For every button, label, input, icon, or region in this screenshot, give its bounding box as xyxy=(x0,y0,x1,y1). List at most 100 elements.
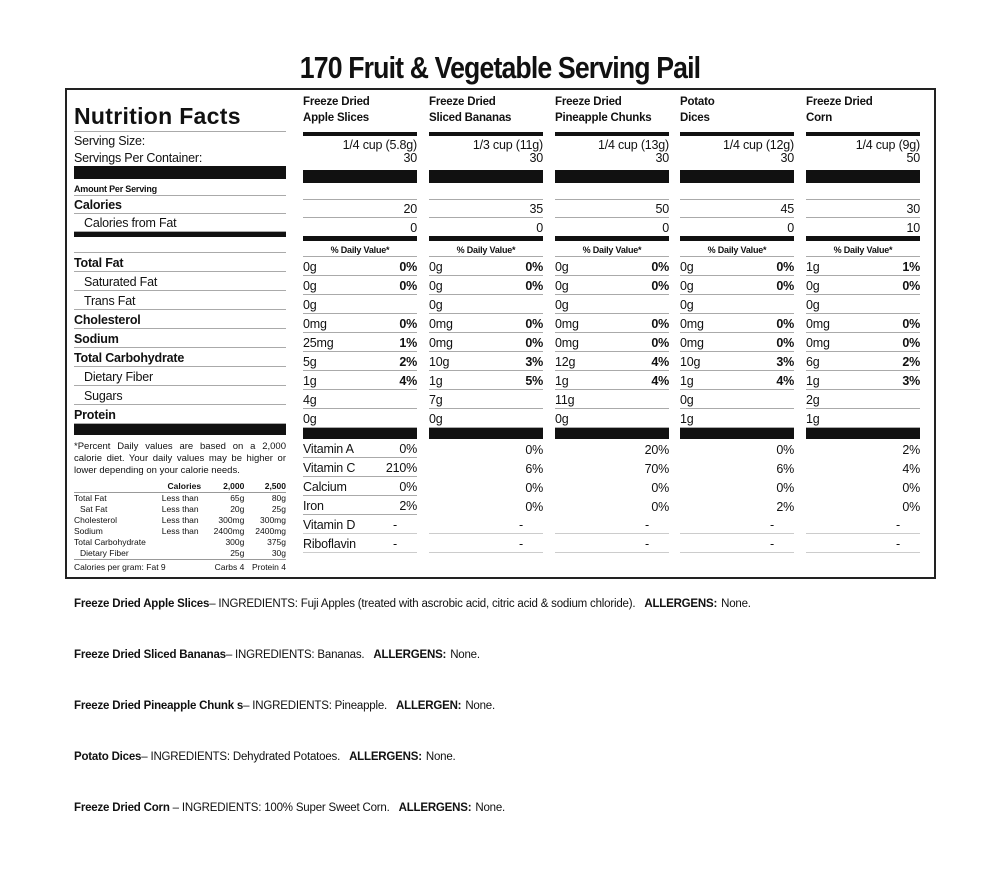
nutrient-percent: 4% xyxy=(399,374,417,388)
nutrient-amount: 0mg xyxy=(429,336,453,350)
footnote-cell: 25g xyxy=(230,548,245,558)
footnote-header-cell: 2,500 xyxy=(244,481,286,493)
nutrient-amount: 0mg xyxy=(303,317,327,331)
servings-label: Servings Per Container: xyxy=(74,149,286,166)
vitamin-value: 0% xyxy=(525,481,543,495)
vitamin-row: 0% xyxy=(806,477,920,496)
footnote-cell xyxy=(162,537,207,548)
nutrient-value-row: 0g xyxy=(303,409,417,428)
vitamin-row: Calcium 0% xyxy=(303,477,417,496)
vitamin-value: 70% xyxy=(644,462,670,476)
divider-bar xyxy=(303,132,417,136)
vitamin-value: - xyxy=(645,518,649,532)
product-name-line: Sliced Bananas xyxy=(429,112,512,124)
nutrient-label: Cholesterol xyxy=(74,313,141,327)
value: 50 xyxy=(906,151,920,165)
nutrient-percent: 1% xyxy=(902,260,920,274)
calories-value: 45 xyxy=(680,200,794,218)
nutrient-label-row: Cholesterol xyxy=(74,310,286,329)
nutrient-value-row: 1g 1% xyxy=(806,257,920,276)
vitamin-row: 0% xyxy=(806,496,920,515)
vitamin-value: 0% xyxy=(902,500,920,514)
daily-value-header: % Daily Value* xyxy=(806,241,920,257)
nutrient-value-row: 1g 5% xyxy=(429,371,543,390)
vitamin-value: 6% xyxy=(525,462,543,476)
nutrient-value-row: 0mg 0% xyxy=(680,314,794,333)
vitamin-value: 6% xyxy=(776,462,794,476)
vitamin-row: 2% xyxy=(680,496,794,515)
calories-value: 35 xyxy=(429,200,543,218)
nutrient-label: Dietary Fiber xyxy=(84,370,153,384)
calories-from-fat-value: 10 xyxy=(806,218,920,236)
nutrient-value-row: 12g 4% xyxy=(555,352,669,371)
nutrient-value-row: 2g xyxy=(806,390,920,409)
nutrient-label: Sugars xyxy=(84,389,123,403)
value: 35 xyxy=(529,202,543,216)
daily-value-header: % Daily Value* xyxy=(680,241,794,257)
nutrient-percent: 0% xyxy=(399,260,417,274)
label: % Daily Value* xyxy=(582,245,642,255)
vitamin-value: 0% xyxy=(776,481,794,495)
nutrient-percent: 5% xyxy=(525,374,543,388)
product-name: Freeze Dried Corn xyxy=(806,90,920,132)
divider-bar xyxy=(429,132,543,136)
nutrient-value-row: 5g 2% xyxy=(303,352,417,371)
nutrient-label: Protein xyxy=(74,408,116,422)
value: 1/4 cup (9g) xyxy=(855,138,921,152)
nutrient-label-row: Sodium xyxy=(74,329,286,348)
nutrient-value-row: 0g xyxy=(429,409,543,428)
vitamin-value: - xyxy=(393,518,397,532)
nutrient-value-row: 10g 3% xyxy=(680,352,794,371)
servings-value: 30 xyxy=(303,149,417,166)
servings-value: 50 xyxy=(806,149,920,166)
vitamin-value: 0% xyxy=(399,442,417,456)
nutrient-amount: 0mg xyxy=(680,336,704,350)
vitamin-row: Vitamin C 210% xyxy=(303,458,417,477)
product-name-line: Pineapple Chunks xyxy=(555,112,652,124)
vitamin-value: - xyxy=(645,537,649,551)
vitamin-label: Calcium xyxy=(303,480,347,494)
nutrient-amount: 0mg xyxy=(806,336,830,350)
nutrient-amount: 5g xyxy=(303,355,317,369)
product-name: Freeze Dried Apple Slices xyxy=(303,90,417,132)
footnote-cell: 375g xyxy=(267,537,286,547)
footnote-cell xyxy=(162,548,207,560)
value: 1/4 cup (12g) xyxy=(722,138,794,152)
divider-bar xyxy=(303,170,417,183)
product-column: Freeze Dried Corn 1/4 cup (9g) 50 30 10 % Dail… xyxy=(806,90,920,553)
divider-bar xyxy=(429,428,543,439)
vitamin-row: 0% xyxy=(555,477,669,496)
footnote-text: *Percent Daily values are based on a 2,0… xyxy=(74,441,286,476)
amount-spacer xyxy=(555,183,669,200)
vitamin-value: - xyxy=(896,518,900,532)
vitamin-value: - xyxy=(896,537,900,551)
nutrient-amount: 25mg xyxy=(303,336,334,350)
nutrient-label-row: Trans Fat xyxy=(74,291,286,310)
allergen-value: None. xyxy=(721,598,751,610)
divider-bar xyxy=(680,170,794,183)
calories-per-gram: Protein 4 xyxy=(244,559,286,573)
footnote-header-cell xyxy=(74,481,162,493)
footnote-cell: 80g xyxy=(271,493,286,503)
calories-from-fat-value: 0 xyxy=(303,218,417,236)
label-column: Nutrition Facts Serving Size: Servings Per… xyxy=(74,90,286,573)
nutrient-percent: 0% xyxy=(776,317,794,331)
serving-size-value: 1/4 cup (12g) xyxy=(680,136,794,153)
product-name: Potato Dices xyxy=(74,751,142,763)
nutrient-value-row: 0mg 0% xyxy=(806,333,920,352)
vitamin-value: - xyxy=(770,518,774,532)
nutrient-percent: 0% xyxy=(776,260,794,274)
daily-value-header: % Daily Value* xyxy=(303,241,417,257)
divider-bar xyxy=(555,132,669,136)
vitamin-value: 2% xyxy=(399,499,417,513)
vitamin-row: 6% xyxy=(429,458,543,477)
label: Calories xyxy=(74,198,122,212)
ingredient-line: Potato Dices– INGREDIENTS: Dehydrated Po… xyxy=(74,751,751,802)
daily-value-header: % Daily Value* xyxy=(555,241,669,257)
label: % Daily Value* xyxy=(330,245,390,255)
vitamin-row: 0% xyxy=(429,477,543,496)
vitamin-row: 2% xyxy=(806,439,920,458)
calories-per-gram: Carbs 4 xyxy=(206,559,245,573)
ingredients-list: Freeze Dried Apple Slices– INGREDIENTS: … xyxy=(74,598,751,853)
vitamin-row: 0% xyxy=(680,439,794,458)
